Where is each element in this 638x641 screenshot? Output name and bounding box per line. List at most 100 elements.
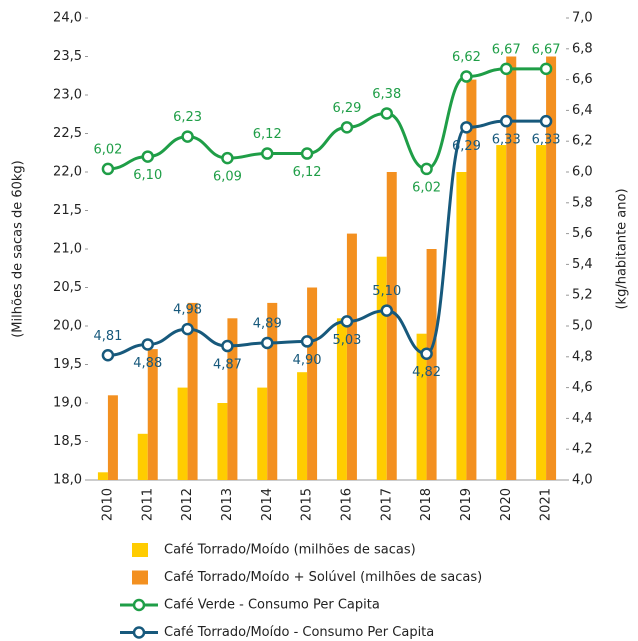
legend-swatch	[132, 570, 148, 585]
data-label: 4,82	[412, 365, 441, 380]
bar	[227, 318, 238, 480]
y-tick-label: 21,0	[53, 242, 82, 257]
data-label: 4,98	[173, 303, 202, 318]
marker	[539, 62, 553, 76]
data-label: 6,38	[372, 87, 401, 102]
data-label: 5,03	[332, 333, 361, 348]
y2-tick-label: 6,8	[572, 41, 593, 56]
marker	[181, 130, 194, 143]
y2-tick-label: 7,0	[572, 11, 593, 26]
y2-axis-title: (kg/habitante ano)	[615, 188, 630, 309]
y2-tick-label: 6,4	[572, 103, 593, 118]
y2-tick-label: 6,6	[572, 72, 593, 87]
y-tick-label: 18,5	[53, 434, 82, 449]
y2-tick-label: 6,2	[572, 134, 593, 149]
data-label: 6,29	[332, 101, 361, 116]
bar	[346, 233, 357, 480]
data-label: 6,29	[452, 139, 481, 154]
data-label: 4,88	[133, 356, 162, 371]
x-tick-label: 2016	[339, 488, 354, 521]
bar	[97, 472, 108, 480]
x-tick-label: 2017	[379, 488, 394, 521]
bar	[257, 387, 268, 480]
legend-label: Café Torrado/Moído (milhões de sacas)	[164, 543, 416, 558]
marker	[380, 304, 393, 317]
bar	[426, 249, 437, 480]
data-label: 4,81	[93, 329, 122, 344]
y2-tick-label: 5,2	[572, 288, 593, 303]
x-tick-label: 2010	[100, 488, 115, 521]
marker	[340, 315, 354, 328]
y-tick-label: 20,0	[53, 319, 82, 334]
y-axis-title: (Milhões de sacas de 60kg)	[11, 160, 26, 338]
y-tick-label: 23,5	[53, 49, 82, 64]
marker	[539, 114, 553, 128]
data-label: 6,02	[93, 142, 122, 157]
data-label: 6,67	[532, 42, 561, 57]
data-label: 6,33	[492, 133, 521, 148]
legend-label: Café Torrado/Moído - Consumo Per Capita	[164, 625, 434, 640]
x-tick-label: 2012	[180, 488, 195, 521]
legend-marker	[132, 626, 146, 639]
bar	[217, 403, 228, 480]
y-tick-label: 22,0	[53, 165, 82, 180]
y-tick-label: 22,5	[53, 126, 82, 141]
marker	[261, 336, 274, 350]
y2-tick-label: 6,0	[572, 165, 593, 180]
marker	[420, 347, 433, 360]
marker	[141, 150, 154, 163]
bar	[416, 333, 427, 480]
y2-tick-label: 4,2	[572, 442, 593, 457]
marker	[221, 151, 234, 165]
marker	[141, 338, 154, 351]
x-tick-label: 2020	[499, 488, 514, 521]
data-label: 6,62	[452, 50, 481, 65]
y-tick-label: 20,5	[53, 280, 82, 295]
y2-tick-label: 5,0	[572, 319, 593, 334]
x-tick-label: 2021	[539, 488, 554, 521]
data-label: 5,10	[372, 284, 401, 299]
y-tick-label: 18,0	[53, 473, 82, 488]
x-tick-label: 2018	[419, 488, 434, 521]
data-label: 4,87	[213, 358, 242, 373]
marker	[101, 162, 115, 176]
bar	[297, 372, 308, 480]
bar	[386, 172, 397, 480]
data-label: 6,12	[293, 165, 322, 180]
data-label: 6,10	[133, 168, 162, 183]
bar	[137, 433, 148, 480]
y-tick-label: 19,5	[53, 357, 82, 372]
data-label: 6,33	[532, 133, 561, 148]
y2-tick-label: 4,6	[572, 380, 593, 395]
y2-tick-label: 4,8	[572, 349, 593, 364]
bar	[546, 56, 557, 480]
bar	[267, 302, 278, 480]
x-tick-label: 2011	[140, 488, 155, 521]
marker	[261, 147, 274, 160]
y-tick-label: 23,0	[53, 88, 82, 103]
bar	[456, 172, 467, 480]
data-label: 6,67	[492, 42, 521, 57]
bar	[187, 302, 198, 480]
y2-tick-label: 5,6	[572, 226, 593, 241]
data-label: 6,09	[213, 170, 242, 185]
legend-label: Café Torrado/Moído + Solúvel (milhões de…	[164, 570, 482, 585]
y2-tick-label: 5,4	[572, 257, 593, 272]
marker	[460, 70, 473, 83]
bar	[147, 349, 158, 480]
bar	[496, 145, 507, 481]
legend-swatch	[132, 543, 148, 557]
y2-tick-label: 4,4	[572, 411, 593, 426]
x-tick-label: 2019	[459, 488, 474, 521]
marker	[181, 322, 194, 336]
marker	[380, 107, 393, 120]
data-label: 6,12	[253, 127, 282, 142]
marker	[300, 147, 314, 160]
marker	[500, 114, 513, 128]
y-tick-label: 24,0	[53, 11, 82, 26]
y2-tick-label: 4,0	[572, 473, 593, 488]
marker	[300, 335, 314, 348]
y-tick-label: 21,5	[53, 203, 82, 218]
x-tick-label: 2014	[260, 488, 275, 521]
